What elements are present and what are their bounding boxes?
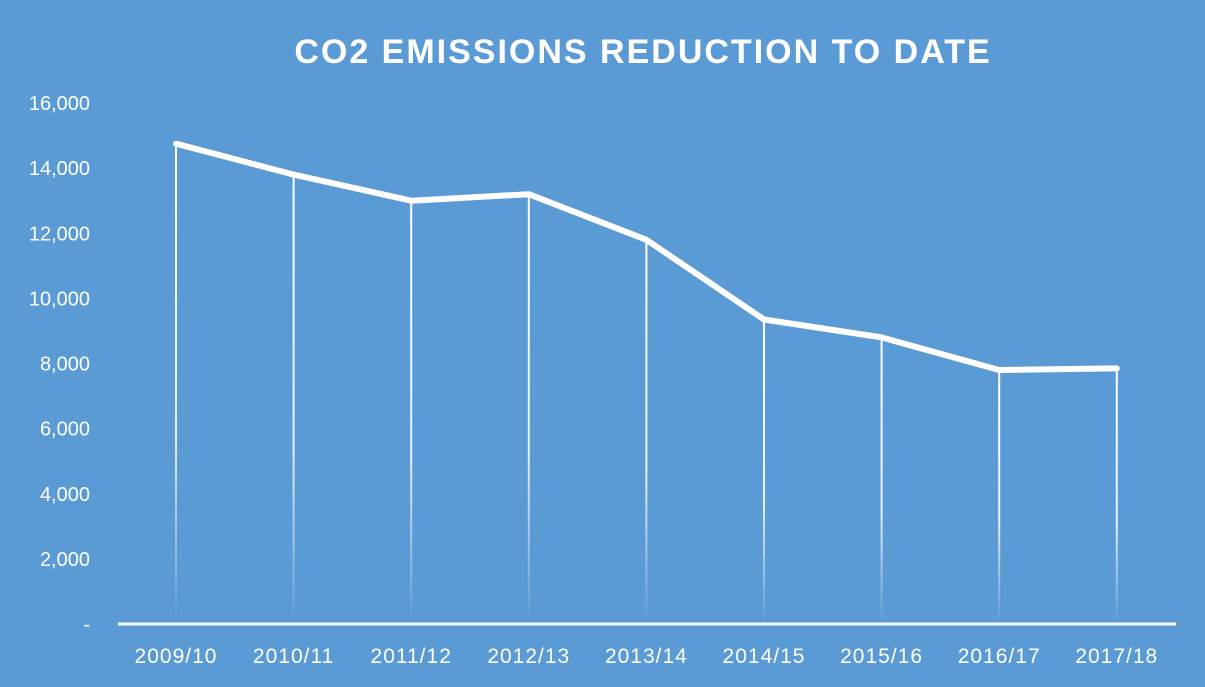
y-tick-label: 14,000 bbox=[29, 158, 90, 180]
series-group bbox=[173, 140, 1120, 373]
x-tick-label: 2015/16 bbox=[840, 645, 923, 668]
drop-line bbox=[527, 194, 530, 625]
y-tick-label: 16,000 bbox=[29, 93, 90, 115]
data-point bbox=[526, 191, 532, 197]
drop-line bbox=[292, 174, 295, 624]
data-point bbox=[408, 198, 414, 204]
drop-line bbox=[1115, 368, 1118, 624]
data-point bbox=[761, 317, 767, 323]
x-tick-label: 2010/11 bbox=[253, 645, 334, 668]
y-tick-label: 4,000 bbox=[40, 484, 90, 506]
drop-line bbox=[175, 143, 177, 624]
x-tick-label: 2014/15 bbox=[723, 645, 806, 668]
chart-title: CO2 EMISSIONS REDUCTION TO DATE bbox=[294, 33, 991, 71]
y-axis: - 2,000 4,000 6,000 8,000 10,000 12,000 14,000 1… bbox=[29, 93, 90, 636]
y-tick-label: 8,000 bbox=[40, 354, 90, 376]
y-tick-label: - bbox=[83, 614, 90, 636]
drop-line bbox=[998, 370, 1001, 624]
x-axis: 2009/10 2010/11 2011/12 2012/13 2013/14 2014/… bbox=[135, 645, 1158, 668]
drop-lines bbox=[175, 143, 1118, 625]
data-point bbox=[643, 237, 649, 243]
drop-line bbox=[763, 319, 765, 624]
data-point bbox=[1114, 365, 1120, 371]
x-tick-label: 2012/13 bbox=[487, 645, 570, 668]
drop-line bbox=[645, 239, 648, 624]
data-point bbox=[291, 172, 297, 178]
y-tick-label: 12,000 bbox=[29, 223, 90, 245]
drop-line bbox=[880, 337, 883, 624]
data-point bbox=[996, 367, 1002, 373]
data-point bbox=[879, 334, 885, 340]
x-tick-label: 2011/12 bbox=[371, 645, 452, 668]
x-tick-label: 2017/18 bbox=[1075, 645, 1158, 668]
y-tick-label: 10,000 bbox=[29, 288, 90, 310]
drop-line bbox=[410, 200, 413, 624]
x-tick-label: 2016/17 bbox=[958, 645, 1041, 668]
y-tick-label: 2,000 bbox=[40, 549, 90, 571]
y-tick-label: 6,000 bbox=[40, 419, 90, 441]
data-point bbox=[173, 141, 179, 147]
x-tick-label: 2009/10 bbox=[135, 645, 218, 668]
x-tick-label: 2013/14 bbox=[605, 645, 688, 668]
